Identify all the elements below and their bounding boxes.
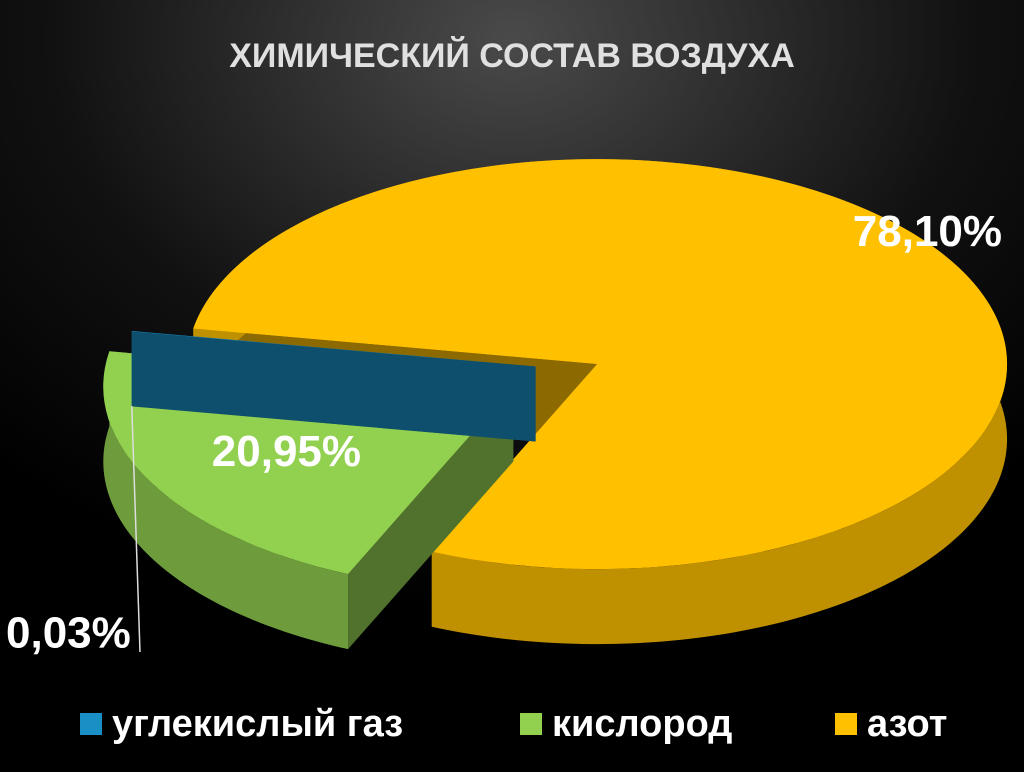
legend-label: кислород	[552, 703, 732, 745]
legend-swatch	[835, 713, 857, 735]
legend-label: углекислый газ	[112, 703, 403, 745]
data-label: 20,95%	[212, 427, 361, 476]
data-label: 78,10%	[853, 207, 1002, 256]
chart-title: ХИМИЧЕСКИЙ СОСТАВ ВОЗДУХА	[229, 36, 795, 75]
legend-swatch	[80, 713, 102, 735]
legend-label: азот	[867, 703, 947, 745]
legend-swatch	[520, 713, 542, 735]
data-label: 0,03%	[6, 609, 131, 658]
